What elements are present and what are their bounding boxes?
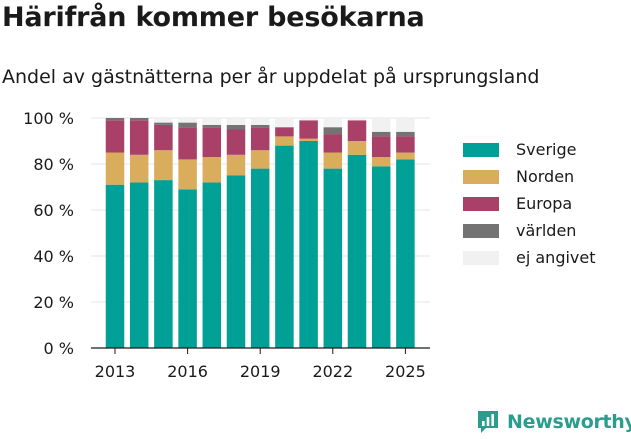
bar-segment xyxy=(129,118,149,121)
bar-segment xyxy=(105,118,125,121)
brand-name: Newsworthy xyxy=(507,411,631,433)
x-tick-label: 2013 xyxy=(95,362,136,381)
y-tick-label: 0 % xyxy=(44,339,74,358)
bar-segment xyxy=(347,154,367,348)
bar-segment xyxy=(105,120,125,153)
bar-segment xyxy=(154,124,173,151)
bar-segment xyxy=(226,129,246,155)
legend-swatch xyxy=(463,250,499,265)
x-tick-label: 2025 xyxy=(385,362,426,381)
bar-segment xyxy=(154,150,173,181)
bar-segment xyxy=(154,180,173,348)
bar-segment xyxy=(323,134,343,153)
bar-segment xyxy=(250,168,270,348)
bar-segment xyxy=(323,118,343,128)
bar-segment xyxy=(396,159,415,348)
chart-subtitle: Andel av gästnätterna per år uppdelat på… xyxy=(2,66,540,88)
legend-item: Norden xyxy=(463,163,596,190)
bar-segment xyxy=(347,141,367,155)
bar-segment xyxy=(371,131,391,137)
bar-segment xyxy=(275,118,294,128)
legend-item: världen xyxy=(463,217,596,244)
bar-segment xyxy=(202,118,222,125)
x-tick-label: 2019 xyxy=(240,362,281,381)
bar-segment xyxy=(275,136,294,146)
legend-label: ej angivet xyxy=(516,248,596,267)
legend-swatch xyxy=(463,196,499,211)
bar-segment xyxy=(178,189,197,348)
bar-segment xyxy=(323,152,343,169)
bar-segment xyxy=(154,118,173,123)
bar-segment xyxy=(226,118,246,125)
x-tick-label: 2022 xyxy=(312,362,353,381)
legend-label: världen xyxy=(516,221,577,240)
legend-label: Europa xyxy=(516,194,573,213)
bar-segment xyxy=(178,159,197,190)
y-tick-label: 60 % xyxy=(33,201,74,220)
y-tick-label: 80 % xyxy=(33,155,74,174)
bar-segment xyxy=(323,127,343,135)
bar-segment xyxy=(202,127,222,158)
bar-segment xyxy=(371,118,391,132)
chart-legend: Sverige Norden Europa världen ej angivet xyxy=(463,136,596,271)
bar-segment xyxy=(129,154,149,183)
y-tick-label: 20 % xyxy=(33,293,74,312)
bar-segment xyxy=(371,157,391,167)
legend-swatch xyxy=(463,169,499,184)
bar-segment xyxy=(371,136,391,158)
legend-label: Norden xyxy=(516,167,575,186)
bar-segment xyxy=(250,127,270,151)
bar-segment xyxy=(347,118,367,121)
newsworthy-logo-icon xyxy=(478,411,498,433)
legend-item: Sverige xyxy=(463,136,596,163)
bar-segment xyxy=(275,145,294,348)
x-tick-label: 2016 xyxy=(167,362,208,381)
bar-segment xyxy=(250,150,270,169)
bar-segment xyxy=(323,168,343,348)
legend-label: Sverige xyxy=(516,140,577,159)
bar-segment xyxy=(396,136,415,153)
bar-segment xyxy=(299,118,318,121)
bar-segment xyxy=(371,166,391,348)
bar-segment xyxy=(202,124,222,128)
bar-segment xyxy=(105,152,125,185)
bar-segment xyxy=(299,141,318,348)
chart-title: Härifrån kommer besökarna xyxy=(2,2,425,33)
bar-segment xyxy=(299,120,318,139)
bar-segment xyxy=(226,154,246,176)
bar-segment xyxy=(250,124,270,128)
y-tick-label: 40 % xyxy=(33,247,74,266)
legend-swatch xyxy=(463,142,499,157)
legend-item: ej angivet xyxy=(463,244,596,271)
bar-segment xyxy=(275,127,294,137)
bar-segment xyxy=(105,184,125,348)
bar-segment xyxy=(129,182,149,348)
bar-segment xyxy=(396,118,415,132)
bar-segment xyxy=(154,122,173,125)
bar-segment xyxy=(202,182,222,348)
bar-segment xyxy=(226,175,246,348)
bar-segment xyxy=(396,131,415,137)
bar-segment xyxy=(250,118,270,125)
bar-segment xyxy=(178,118,197,123)
legend-swatch xyxy=(463,223,499,238)
bar-segment xyxy=(129,120,149,155)
y-tick-label: 100 % xyxy=(23,109,74,128)
legend-item: Europa xyxy=(463,190,596,217)
bar-segment xyxy=(202,157,222,183)
bar-segment xyxy=(178,127,197,160)
bar-segment xyxy=(299,138,318,141)
bar-segment xyxy=(347,120,367,141)
bar-segment xyxy=(178,122,197,128)
bar-segment xyxy=(226,124,246,130)
bar-segment xyxy=(396,152,415,160)
brand-logo: Newsworthy xyxy=(476,409,631,435)
